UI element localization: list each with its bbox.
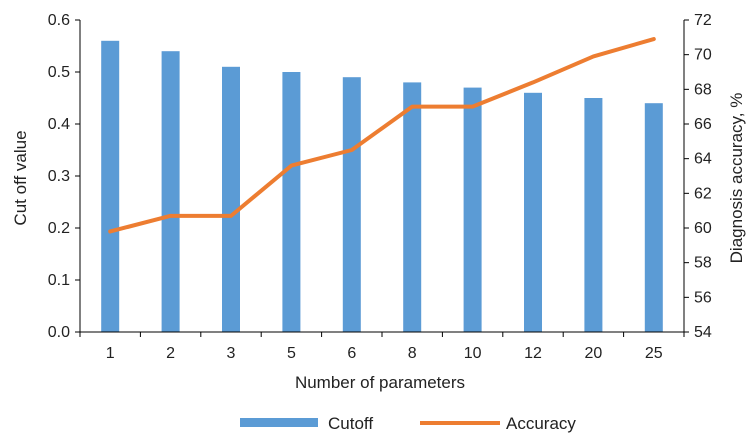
x-tick-label: 2 [166,345,175,362]
y-right-tick-label: 54 [694,324,712,341]
legend-label-cutoff: Cutoff [328,414,373,433]
x-tick-label: 1 [106,345,115,362]
accuracy-line [108,37,656,234]
y-left-tick-label: 0.5 [48,64,70,81]
accuracy-line-layer [108,37,656,234]
y-right-tick-label: 56 [694,289,712,306]
y-left-tick-label: 0.0 [48,324,70,341]
x-tick-label: 3 [227,345,236,362]
y-right-tick-label: 58 [694,255,712,272]
bar-cutoff-20 [584,98,603,332]
legend-swatch-cutoff [240,418,318,427]
x-tick-label: 8 [408,345,417,362]
bar-cutoff-6 [342,77,361,332]
y-left-tick-label: 0.1 [48,272,70,289]
bar-cutoff-10 [463,87,482,332]
y-right-tick-label: 66 [694,116,712,133]
x-tick-label: 25 [645,345,663,362]
y-right-tick-label: 72 [694,12,712,29]
bar-cutoff-2 [161,51,180,332]
bar-cutoff-12 [524,92,542,332]
y-axis-right-title: Diagnosis accuracy, % [727,93,746,264]
x-tick-label: 12 [524,345,542,362]
bar-cutoff-1 [101,40,120,333]
y-right-tick-label: 64 [694,151,712,168]
axes [75,19,689,337]
x-tick-label: 10 [464,345,482,362]
x-tick-label: 20 [585,345,603,362]
bar-cutoff-25 [644,103,663,332]
legend: Cutoff Accuracy [240,414,576,433]
y-left-tick-label: 0.2 [48,220,70,237]
legend-label-accuracy: Accuracy [506,414,576,433]
y-left-tick-label: 0.6 [48,12,70,29]
bar-cutoff-5 [282,72,301,332]
y-axis-left-title: Cut off value [11,130,30,225]
y-left-tick-label: 0.4 [48,116,70,133]
tick-labels: 0.00.10.20.30.40.50.65456586062646668707… [48,12,712,362]
x-tick-label: 5 [287,345,296,362]
bar-cutoff-3 [222,66,240,333]
bar-cutoff-8 [403,82,422,333]
y-right-tick-label: 60 [694,220,712,237]
y-right-tick-label: 62 [694,185,712,202]
y-left-tick-label: 0.3 [48,168,70,185]
y-right-tick-label: 70 [694,47,712,64]
cutoff-bars [101,40,663,333]
x-axis-title: Number of parameters [295,373,465,392]
x-tick-label: 6 [347,345,356,362]
y-right-tick-label: 68 [694,81,712,98]
